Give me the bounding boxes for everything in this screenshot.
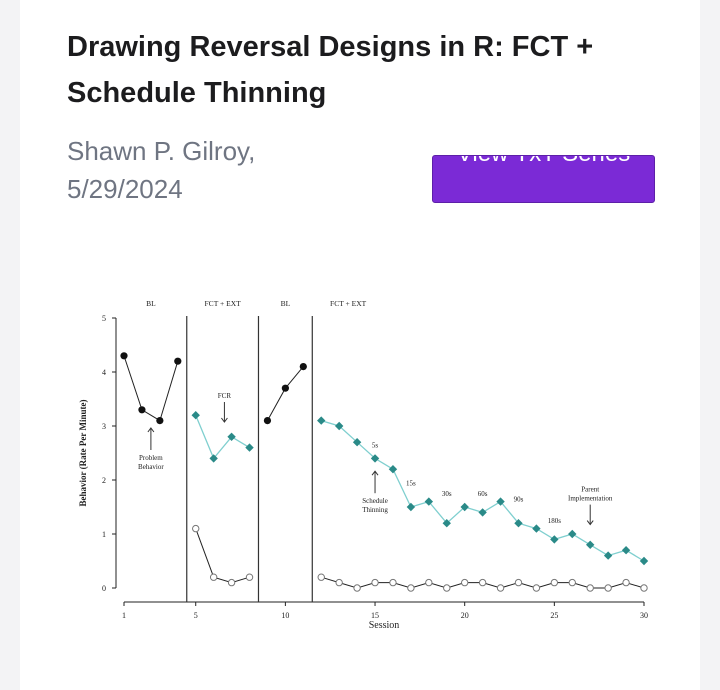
annotation-label: 15s xyxy=(406,479,416,487)
x-tick-label: 20 xyxy=(461,611,469,620)
data-point xyxy=(245,573,254,581)
data-point xyxy=(568,529,577,539)
data-point xyxy=(639,556,649,566)
x-axis-label: Session xyxy=(369,620,400,631)
view-series-button-label: View TxT Series xyxy=(433,156,654,172)
annotation-label: 5s xyxy=(372,442,379,450)
annotation-label: Behavior xyxy=(138,463,164,471)
x-tick-label: 5 xyxy=(194,611,198,620)
x-tick-label: 30 xyxy=(640,611,648,620)
annotation-label: 90s xyxy=(514,496,524,504)
x-tick-label: 15 xyxy=(371,611,379,620)
data-point xyxy=(532,584,541,592)
annotation-label: Parent xyxy=(581,486,599,494)
phase-label: FCT + EXT xyxy=(205,299,242,308)
y-tick-label: 5 xyxy=(102,314,106,323)
data-point xyxy=(622,578,630,587)
view-series-button[interactable]: View TxT Series xyxy=(432,155,655,203)
data-point xyxy=(389,578,397,587)
data-point xyxy=(496,497,505,506)
data-point xyxy=(334,421,344,431)
y-tick-label: 0 xyxy=(102,584,106,593)
data-point xyxy=(388,465,398,474)
data-point xyxy=(191,411,200,420)
data-point xyxy=(120,352,128,360)
annotation-arrowhead xyxy=(371,470,379,476)
annotation-label: 60s xyxy=(478,490,488,498)
data-point xyxy=(317,416,326,425)
annotation-label: Implementation xyxy=(568,495,613,503)
phase-label: FCT + EXT xyxy=(330,299,367,308)
data-point xyxy=(424,497,434,506)
data-point xyxy=(496,584,505,592)
data-point xyxy=(156,417,164,425)
data-point xyxy=(460,578,469,587)
data-point xyxy=(192,524,200,533)
y-tick-label: 1 xyxy=(102,530,106,539)
data-point xyxy=(371,578,379,587)
phase-label: BL xyxy=(281,299,291,308)
data-point xyxy=(514,578,523,587)
data-point xyxy=(227,578,236,587)
byline: Shawn P. Gilroy, 5/29/2024 xyxy=(67,132,367,208)
post-date: 5/29/2024 xyxy=(67,174,183,204)
post-title[interactable]: Drawing Reversal Designs in R: FCT + Sch… xyxy=(67,31,594,109)
data-point xyxy=(353,584,361,592)
series-line xyxy=(123,355,179,422)
data-point xyxy=(138,406,146,414)
annotation-label: Schedule xyxy=(362,497,388,505)
data-point xyxy=(550,535,559,544)
data-point xyxy=(568,578,576,587)
data-point xyxy=(604,584,612,592)
annotation-label: Thinning xyxy=(362,506,388,514)
data-point xyxy=(370,454,380,463)
data-point xyxy=(335,578,343,587)
data-point xyxy=(640,584,648,592)
data-point xyxy=(209,573,218,581)
annotation-arrowhead xyxy=(586,520,594,526)
data-point xyxy=(586,540,595,549)
data-point xyxy=(478,508,487,517)
data-point xyxy=(263,417,272,425)
x-tick-label: 1 xyxy=(122,611,126,620)
author-name: Shawn P. Gilroy, xyxy=(67,136,256,166)
annotation-label: 30s xyxy=(442,490,452,498)
data-point xyxy=(227,432,236,441)
x-tick-label: 10 xyxy=(281,611,289,620)
data-point xyxy=(532,524,541,533)
data-point xyxy=(174,357,182,365)
phase-label: BL xyxy=(146,299,156,308)
data-point xyxy=(209,454,218,463)
data-point xyxy=(317,573,325,581)
y-tick-label: 4 xyxy=(102,368,106,377)
y-axis-label: Behavior (Rate Per Minute) xyxy=(78,400,88,507)
data-point xyxy=(245,443,254,452)
data-point xyxy=(478,578,487,587)
annotation-label: 180s xyxy=(548,517,562,525)
annotation-arrowhead xyxy=(221,417,228,423)
data-point xyxy=(586,584,594,592)
y-tick-label: 3 xyxy=(102,422,106,431)
annotation-arrowhead xyxy=(147,427,155,433)
series-line xyxy=(195,528,250,584)
annotation-label: FCR xyxy=(218,392,232,400)
data-point xyxy=(443,584,451,592)
data-point xyxy=(425,578,433,587)
series-line xyxy=(267,366,304,421)
data-point xyxy=(550,578,559,587)
post-card: Drawing Reversal Designs in R: FCT + Sch… xyxy=(20,0,700,690)
data-point xyxy=(352,438,362,447)
data-point xyxy=(407,584,415,592)
x-tick-label: 25 xyxy=(550,611,558,620)
annotation-label: Problem xyxy=(139,454,163,462)
data-point xyxy=(281,384,289,392)
data-point xyxy=(406,502,416,512)
data-point xyxy=(603,551,613,560)
data-point xyxy=(621,546,631,555)
data-point xyxy=(299,363,307,371)
series-line xyxy=(195,414,250,460)
data-point xyxy=(460,502,469,512)
y-tick-label: 2 xyxy=(102,476,106,485)
